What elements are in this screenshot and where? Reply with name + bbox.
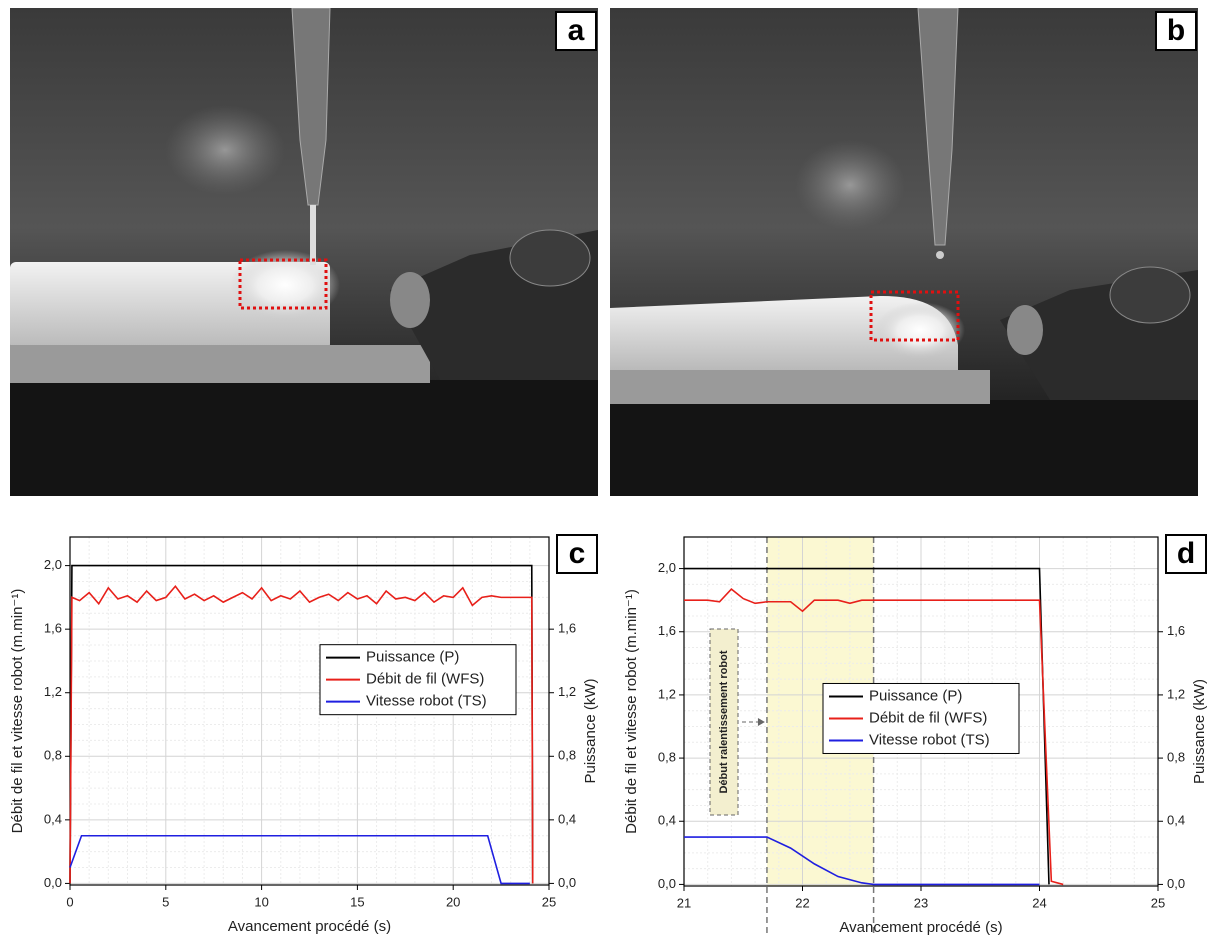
x-tick-label: 25 — [1151, 895, 1165, 910]
x-tick-label: 23 — [914, 895, 928, 910]
panel-label-box — [555, 11, 597, 51]
panel-label: a — [568, 14, 585, 47]
legend-label: Puissance (P) — [366, 649, 459, 666]
y2-tick-label: 0,4 — [558, 811, 576, 826]
x-tick-label: 20 — [446, 894, 460, 909]
series-line — [69, 584, 534, 884]
panel-label-box — [556, 534, 598, 574]
y2-tick-label: 1,6 — [1167, 623, 1185, 638]
panel-label-box — [1155, 11, 1197, 51]
y2-tick-label: 1,2 — [1167, 686, 1185, 701]
y2-tick-label: 0,8 — [558, 748, 576, 763]
panel-label-box — [1165, 534, 1207, 574]
photo-a — [10, 8, 598, 496]
x-tick-label: 5 — [162, 894, 169, 909]
y-tick-label: 2,0 — [44, 557, 62, 572]
x-tick-label: 25 — [542, 894, 556, 909]
panel-label: d — [1177, 537, 1195, 570]
annotation: Début ralentissement robot — [718, 650, 730, 793]
panel-label: b — [1167, 14, 1185, 47]
series-line — [684, 567, 1050, 885]
y2-tick-label: 0,0 — [1167, 876, 1185, 891]
series-line — [69, 834, 530, 885]
y-tick-label: 1,6 — [658, 623, 676, 638]
legend-label: Vitesse robot (TS) — [869, 731, 990, 748]
y2-tick-label: 0,0 — [558, 875, 576, 890]
y-tick-label: 0,0 — [658, 876, 676, 891]
x-axis-label: Avancement procédé (s) — [839, 919, 1002, 936]
y-axis-label: Débit de fil et vitesse robot (m.min⁻¹) — [623, 589, 640, 834]
y-tick-label: 0,0 — [44, 875, 62, 890]
y2-axis-label: Puissance (kW) — [582, 678, 599, 783]
y-axis-label: Débit de fil et vitesse robot (m.min⁻¹) — [9, 589, 26, 834]
y2-tick-label: 0,8 — [1167, 750, 1185, 765]
y-tick-label: 1,6 — [44, 621, 62, 636]
annotation-box — [709, 628, 739, 816]
x-tick-label: 24 — [1032, 895, 1046, 910]
annotation-arrowhead — [757, 718, 765, 726]
panel-label: c — [569, 537, 586, 570]
y-tick-label: 0,8 — [658, 750, 676, 765]
x-axis-label: Avancement procédé (s) — [228, 918, 391, 935]
x-tick-label: 22 — [795, 895, 809, 910]
y-tick-label: 0,4 — [658, 813, 676, 828]
series-line — [684, 588, 1064, 886]
legend-label: Débit de fil (WFS) — [869, 709, 987, 726]
y-tick-label: 2,0 — [658, 560, 676, 575]
legend-label: Débit de fil (WFS) — [366, 671, 484, 688]
x-tick-label: 10 — [254, 894, 268, 909]
y2-tick-label: 1,6 — [558, 621, 576, 636]
y2-tick-label: 0,4 — [1167, 813, 1185, 828]
y2-tick-label: 1,2 — [558, 684, 576, 699]
y-tick-label: 1,2 — [44, 684, 62, 699]
x-tick-label: 21 — [677, 895, 691, 910]
y2-axis-label: Puissance (kW) — [1191, 679, 1208, 784]
y-tick-label: 1,2 — [658, 686, 676, 701]
x-tick-label: 0 — [66, 894, 73, 909]
photo-b — [610, 8, 1198, 496]
legend-label: Vitesse robot (TS) — [366, 693, 487, 710]
x-tick-label: 15 — [350, 894, 364, 909]
plot-frame — [683, 536, 1159, 887]
plot-frame — [69, 536, 550, 886]
legend-label: Puissance (P) — [869, 687, 962, 704]
series-line — [684, 836, 1040, 886]
y-tick-label: 0,8 — [44, 748, 62, 763]
y-tick-label: 0,4 — [44, 811, 62, 826]
